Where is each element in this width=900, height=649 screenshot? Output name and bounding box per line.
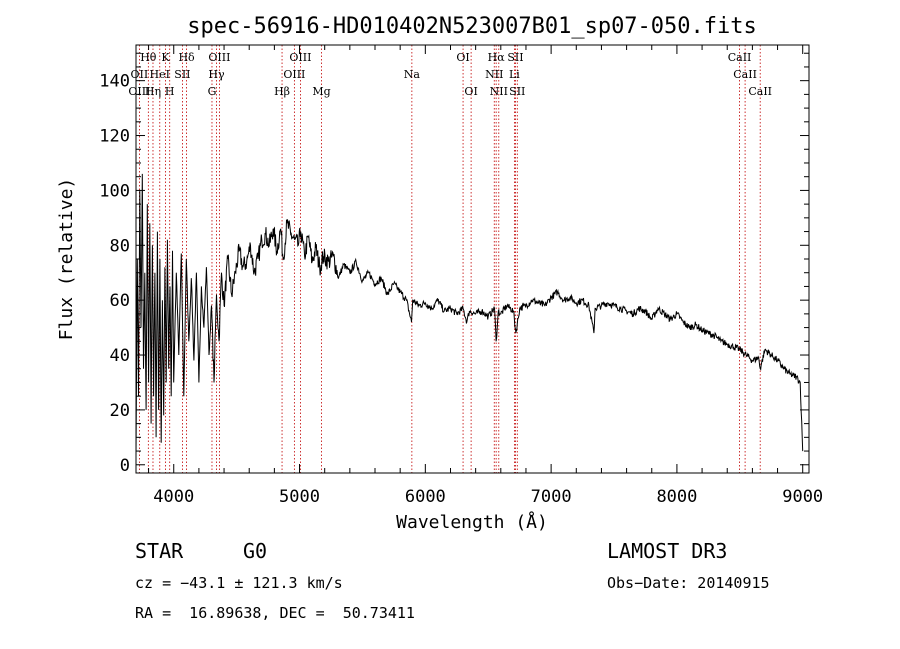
spectrum-series-line — [135, 173, 804, 457]
survey-name: LAMOST DR3 — [607, 539, 728, 563]
y-axis-ticks: 0 20 40 60 80 100 120 140 — [99, 52, 809, 476]
line-marker-label: Hγ — [208, 68, 225, 81]
x-tick-label: 8000 — [656, 487, 697, 507]
line-marker-label: CaII — [728, 51, 752, 64]
x-tick-label: 5000 — [279, 487, 320, 507]
sky-coordinates: RA = 16.89638, DEC = 50.73411 — [135, 604, 415, 622]
x-tick-label: 6000 — [405, 487, 446, 507]
line-marker-label: OIII — [128, 85, 150, 98]
x-tick-label: 4000 — [153, 487, 194, 507]
line-marker-label: OI — [456, 51, 469, 64]
line-marker-label: Li — [509, 68, 520, 81]
line-markers — [138, 45, 761, 473]
y-tick-label: 40 — [110, 346, 130, 366]
line-marker-label: Hβ — [274, 85, 290, 98]
line-marker-label: G — [208, 85, 217, 98]
line-marker-label: Hδ — [178, 51, 195, 64]
line-marker-label: HeI — [150, 68, 170, 81]
line-marker-label: SII — [509, 85, 525, 98]
y-tick-label: 100 — [99, 181, 130, 201]
plot-frame — [135, 44, 810, 474]
line-marker-label: OIII — [208, 51, 230, 64]
line-marker-label: Hα — [488, 51, 506, 64]
y-tick-label: 120 — [99, 127, 130, 147]
line-marker-label: NII — [490, 85, 508, 98]
object-subclass: G0 — [243, 539, 268, 563]
y-tick-label: 0 — [120, 456, 130, 476]
redshift-velocity: cz = −43.1 ± 121.3 km/s — [135, 574, 343, 592]
y-tick-label: 80 — [110, 236, 130, 256]
line-marker-label: OIII — [283, 68, 305, 81]
line-marker-label: NII — [485, 68, 503, 81]
x-axis-ticks: 4000 5000 6000 7000 8000 9000 — [148, 45, 823, 507]
object-class: STAR — [135, 539, 184, 563]
line-marker-label: OII — [131, 68, 149, 81]
line-marker-label: SII — [174, 68, 190, 81]
line-marker-label: OI — [464, 85, 477, 98]
y-axis-label: Flux (relative) — [56, 178, 77, 341]
line-marker-label: CaII — [733, 68, 757, 81]
y-tick-label: 60 — [110, 291, 130, 311]
observation-date: Obs−Date: 20140915 — [607, 574, 770, 592]
line-marker-label: Hθ — [140, 51, 157, 64]
y-tick-label: 20 — [110, 401, 130, 421]
line-marker-label: Na — [404, 68, 421, 81]
line-marker-label: CaII — [748, 85, 772, 98]
line-marker-label: Hη — [145, 85, 161, 98]
x-tick-label: 7000 — [531, 487, 572, 507]
line-marker-label: K — [161, 51, 170, 64]
line-marker-label: H — [165, 85, 175, 98]
y-tick-label: 140 — [99, 72, 130, 92]
line-marker-label: SII — [507, 51, 523, 64]
x-axis-label: Wavelength (Å) — [396, 511, 548, 533]
chart-title: spec-56916-HD010402N523007B01_sp07-050.f… — [187, 14, 757, 39]
line-marker-label: OIII — [289, 51, 311, 64]
x-tick-label: 9000 — [782, 487, 823, 507]
line-marker-label: Mg — [312, 85, 330, 98]
